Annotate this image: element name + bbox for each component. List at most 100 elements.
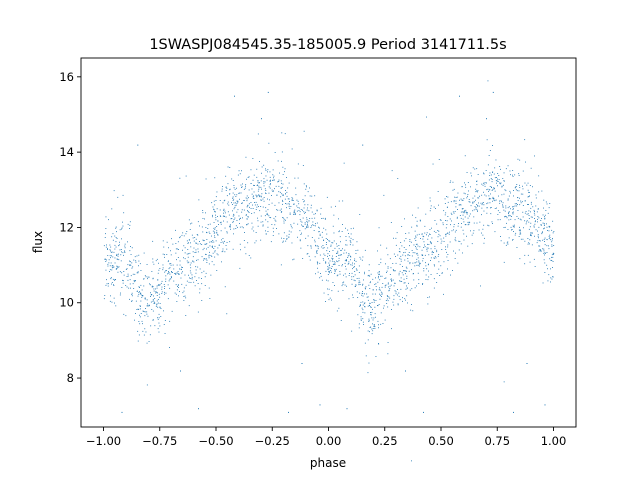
data-point	[433, 257, 435, 259]
data-point	[392, 263, 394, 264]
data-point	[208, 287, 210, 289]
data-point	[165, 280, 167, 282]
data-point	[512, 239, 514, 240]
data-point	[408, 270, 410, 272]
data-point	[107, 285, 109, 287]
data-point	[256, 196, 258, 198]
data-point	[481, 204, 483, 206]
data-point	[518, 190, 520, 192]
data-point	[500, 168, 501, 170]
outlier-point	[486, 118, 487, 120]
data-point	[201, 300, 203, 301]
data-point	[170, 264, 172, 266]
data-point	[418, 265, 420, 267]
data-point	[110, 257, 111, 259]
data-point	[405, 249, 407, 250]
data-point	[520, 193, 522, 195]
data-point	[423, 270, 425, 272]
data-point	[135, 300, 137, 302]
data-point	[304, 223, 306, 225]
data-point	[257, 217, 258, 219]
data-point	[122, 221, 123, 223]
data-point	[515, 186, 517, 188]
data-point	[329, 251, 330, 252]
data-point	[115, 305, 117, 307]
data-point	[377, 305, 379, 306]
data-point	[260, 215, 262, 217]
data-point	[226, 232, 228, 234]
data-point	[314, 225, 316, 227]
data-point	[275, 185, 277, 187]
data-point	[248, 203, 250, 205]
data-point	[387, 342, 389, 343]
data-point	[455, 206, 457, 208]
data-point	[124, 245, 126, 247]
data-point	[278, 191, 280, 193]
data-point	[454, 237, 456, 239]
data-point	[538, 208, 539, 210]
data-point	[226, 242, 228, 243]
data-point	[308, 255, 310, 257]
data-point	[374, 299, 375, 301]
data-point	[445, 212, 447, 214]
data-point	[486, 207, 488, 208]
x-tick-label: 0.75	[484, 434, 510, 448]
data-point	[498, 195, 499, 197]
data-point	[302, 217, 304, 219]
data-point	[529, 239, 531, 241]
data-point	[216, 270, 218, 271]
data-point	[549, 239, 551, 241]
outlier-point	[405, 370, 406, 372]
data-point	[307, 204, 309, 206]
data-point	[532, 206, 534, 208]
data-point	[206, 231, 207, 233]
data-point	[417, 257, 419, 259]
data-point	[132, 273, 134, 275]
data-point	[127, 275, 129, 277]
data-point	[212, 216, 213, 218]
data-point	[311, 225, 312, 227]
data-point	[417, 254, 419, 256]
data-point	[109, 271, 110, 272]
data-point	[168, 247, 169, 249]
data-point	[321, 246, 323, 248]
data-point	[262, 206, 264, 208]
data-point	[549, 258, 551, 260]
data-point	[137, 340, 139, 342]
data-point	[291, 148, 293, 150]
data-point	[116, 238, 118, 239]
data-point	[519, 230, 521, 232]
data-point	[367, 299, 369, 301]
data-point	[317, 267, 318, 269]
data-point	[134, 319, 135, 321]
data-point	[333, 261, 335, 262]
data-point	[337, 290, 339, 292]
data-point	[427, 264, 429, 266]
data-point	[252, 196, 254, 198]
data-point	[123, 254, 124, 256]
data-point	[473, 209, 475, 211]
data-point	[364, 312, 366, 314]
data-point	[197, 251, 199, 253]
data-point	[508, 219, 510, 221]
data-point	[358, 280, 360, 282]
data-point	[343, 281, 345, 283]
data-point	[257, 180, 259, 181]
data-point	[488, 198, 490, 200]
data-point	[305, 185, 307, 187]
data-point	[373, 299, 374, 301]
data-point	[116, 267, 118, 269]
data-point	[319, 235, 321, 236]
data-point	[158, 293, 160, 295]
data-point	[319, 277, 321, 279]
data-point	[350, 256, 352, 258]
data-point	[439, 219, 441, 221]
data-point	[468, 190, 469, 192]
data-point	[345, 227, 346, 229]
data-point	[208, 257, 210, 259]
data-point	[273, 177, 274, 179]
data-point	[172, 243, 174, 245]
data-point	[418, 279, 420, 281]
data-point	[201, 256, 203, 258]
data-point	[482, 228, 484, 230]
